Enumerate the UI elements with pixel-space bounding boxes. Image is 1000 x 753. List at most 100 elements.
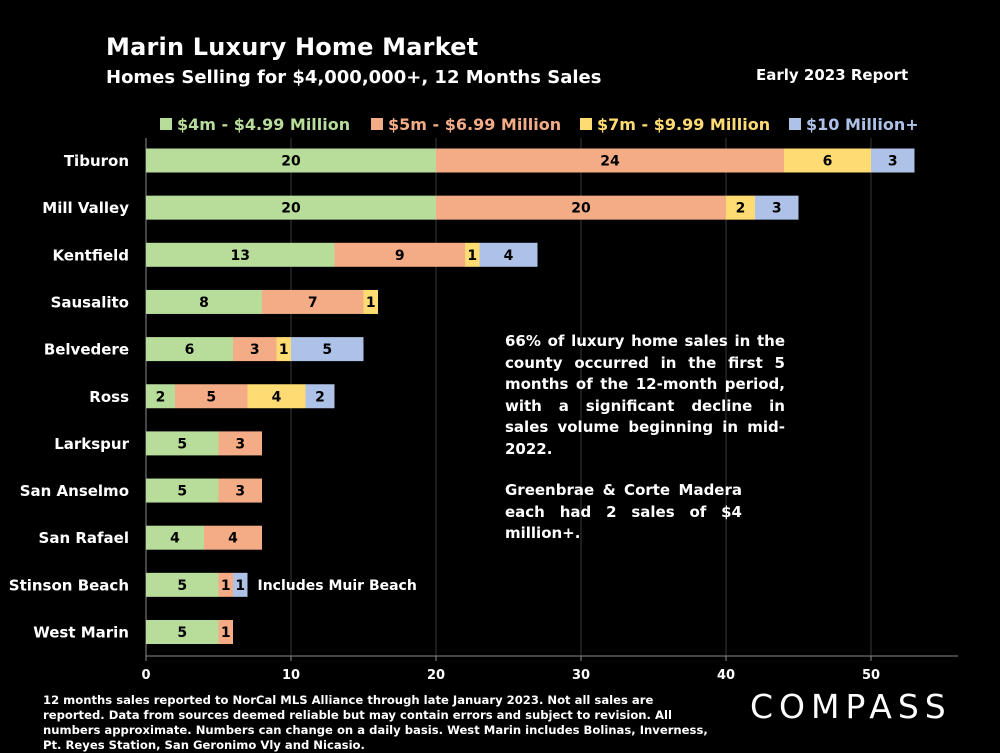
- bar-segment: [175, 384, 248, 409]
- data-label: 20: [281, 154, 301, 170]
- category-label: Belvedere: [44, 341, 129, 359]
- x-tick-label: 30: [572, 668, 590, 683]
- data-label: 1: [221, 578, 231, 594]
- bar-segment: [146, 337, 233, 362]
- data-label: 5: [206, 389, 216, 405]
- chart-title: Marin Luxury Home Market: [106, 33, 479, 61]
- bar-segment: [233, 572, 248, 597]
- bar-segment: [276, 337, 291, 362]
- insight-note-greenbrae: Greenbrae & Corte Madera each had 2 sale…: [505, 481, 742, 542]
- bar-segment: [436, 148, 784, 173]
- data-label: 1: [467, 248, 477, 264]
- data-label: 3: [250, 342, 260, 358]
- bar-segment: [305, 384, 335, 409]
- data-label: 2: [315, 389, 325, 405]
- category-label: Ross: [89, 388, 129, 406]
- data-label: 3: [235, 484, 245, 500]
- data-label: 4: [272, 389, 282, 405]
- bar-segment: [146, 431, 219, 456]
- legend-label: $7m - $9.99 Million: [597, 115, 770, 134]
- category-label: San Rafael: [39, 529, 129, 547]
- data-label: 1: [221, 625, 231, 641]
- bar-segment: [218, 478, 262, 503]
- footnote: 12 months sales reported to NorCal MLS A…: [43, 693, 708, 752]
- legend-label: $4m - $4.99 Million: [177, 115, 350, 134]
- bar-segment: [363, 289, 378, 314]
- category-label: West Marin: [33, 624, 129, 642]
- data-label: 4: [170, 531, 180, 547]
- data-label: 5: [177, 484, 187, 500]
- bar-segment: [146, 620, 219, 644]
- legend-label: $10 Million+: [806, 115, 919, 134]
- data-label: 5: [177, 625, 187, 641]
- data-label: 4: [504, 248, 514, 264]
- data-label: 4: [228, 531, 238, 547]
- x-tick-label: 40: [717, 668, 735, 683]
- bar-segment: [146, 572, 219, 597]
- data-label: 20: [281, 201, 301, 217]
- category-label: Larkspur: [54, 435, 129, 453]
- bar-segment: [204, 525, 262, 550]
- category-label: San Anselmo: [20, 482, 129, 500]
- data-label: 5: [322, 342, 332, 358]
- bar-segment: [247, 384, 306, 409]
- insight-note: 66% of luxury home sales in the county o…: [505, 332, 785, 458]
- data-label: 20: [571, 201, 591, 217]
- bar-segment: [436, 195, 726, 220]
- data-label: 5: [177, 436, 187, 452]
- data-label: 1: [366, 295, 376, 311]
- bar-segment: [479, 242, 538, 267]
- x-tick-label: 50: [862, 668, 880, 683]
- x-tick-label: 0: [141, 668, 150, 683]
- bar-segment: [146, 242, 335, 267]
- legend-label: $5m - $6.99 Million: [388, 115, 561, 134]
- bar-annotation: Includes Muir Beach: [258, 578, 417, 594]
- bar-segment: [146, 384, 175, 409]
- bar-segment: [755, 195, 799, 220]
- data-label: 6: [185, 342, 195, 358]
- data-label: 2: [736, 201, 746, 217]
- compass-logo: COMPASS: [750, 687, 952, 726]
- data-label: 24: [600, 154, 620, 170]
- x-tick-label: 20: [427, 668, 445, 683]
- chart-subtitle: Homes Selling for $4,000,000+, 12 Months…: [106, 67, 602, 88]
- data-label: 9: [395, 248, 405, 264]
- category-label: Kentfield: [52, 246, 129, 264]
- stacked-bar-chart: 0 10 20 30 40 50 $4m - $4.99 Million $5m - $6.9…: [9, 115, 958, 683]
- bar-segment: [218, 431, 262, 456]
- report-label: Early 2023 Report: [756, 66, 909, 84]
- data-label: 3: [888, 154, 898, 170]
- bar-segment: [218, 620, 233, 644]
- data-label: 3: [235, 436, 245, 452]
- bar-segment: [871, 148, 915, 173]
- data-label: 7: [308, 295, 318, 311]
- bar-segment: [784, 148, 871, 173]
- bar-segment: [146, 478, 219, 503]
- legend-swatch: [580, 118, 592, 130]
- bar-segment: [726, 195, 755, 220]
- bar-segment: [146, 148, 436, 173]
- bar-segment: [465, 242, 480, 267]
- data-label: 5: [177, 578, 187, 594]
- bar-segment: [146, 289, 262, 314]
- category-label: Stinson Beach: [9, 576, 129, 594]
- bar-segment: [334, 242, 465, 267]
- legend-swatch: [160, 118, 172, 130]
- category-label: Mill Valley: [42, 199, 129, 217]
- bar-segment: [291, 337, 364, 362]
- data-label: 8: [199, 295, 209, 311]
- legend-swatch: [789, 118, 801, 130]
- bar-segment: [262, 289, 364, 314]
- bar-segment: [146, 195, 436, 220]
- data-label: 3: [772, 201, 782, 217]
- category-label: Sausalito: [51, 293, 129, 311]
- data-label: 1: [235, 578, 245, 594]
- data-label: 6: [823, 154, 833, 170]
- x-tick-label: 10: [282, 668, 300, 683]
- category-label: Tiburon: [64, 152, 129, 170]
- bar-segment: [218, 572, 233, 597]
- bar-segment: [146, 525, 204, 550]
- data-label: 1: [279, 342, 289, 358]
- bar-segment: [233, 337, 277, 362]
- data-label: 13: [231, 248, 250, 264]
